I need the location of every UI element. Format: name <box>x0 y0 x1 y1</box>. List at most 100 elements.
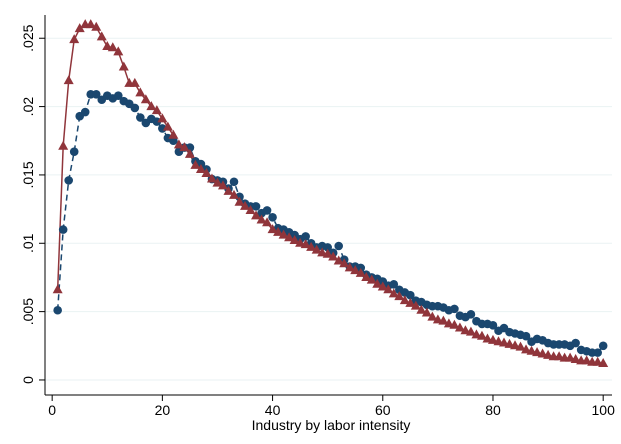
triangle-marker <box>146 101 157 111</box>
triangle-marker <box>157 113 168 123</box>
triangle-marker <box>179 142 190 152</box>
triangle-marker <box>410 300 421 310</box>
circle-marker <box>251 202 261 211</box>
circle-marker <box>598 341 608 351</box>
triangle-marker <box>206 173 217 183</box>
triangle-marker <box>102 40 113 50</box>
triangle-marker <box>372 278 383 288</box>
triangle-marker <box>476 330 487 340</box>
triangle-marker <box>195 163 206 173</box>
triangle-marker <box>339 258 350 268</box>
triangle-marker <box>487 334 498 344</box>
triangle-marker <box>151 105 162 115</box>
triangle-marker <box>311 244 322 254</box>
circle-marker <box>130 103 140 113</box>
triangle-marker <box>278 229 289 239</box>
y-tick-label: .01 <box>20 233 36 253</box>
triangle-marker <box>162 121 173 131</box>
circle-marker <box>450 304 459 314</box>
triangle-marker <box>394 291 405 301</box>
triangle-marker <box>201 168 212 178</box>
triangle-marker <box>135 87 146 97</box>
triangle-marker <box>333 255 344 265</box>
triangle-marker <box>306 241 317 251</box>
triangle-marker <box>240 200 251 210</box>
triangle-marker <box>256 214 267 224</box>
x-tick-label: 0 <box>48 402 56 418</box>
triangle-marker <box>432 314 443 324</box>
circle-marker <box>268 213 277 222</box>
triangle-marker <box>570 353 581 363</box>
circle-marker <box>301 232 310 241</box>
triangle-marker <box>284 232 295 242</box>
triangle-marker <box>140 94 151 104</box>
triangle-marker <box>515 341 526 351</box>
circle-marker <box>466 310 476 319</box>
triangle-marker <box>443 318 454 328</box>
triangle-marker <box>52 284 63 294</box>
circle-marker <box>158 124 167 133</box>
triangle-marker <box>217 180 228 190</box>
triangle-marker <box>322 248 333 258</box>
triangle-marker <box>532 347 543 357</box>
triangle-marker <box>355 267 366 277</box>
triangle-marker <box>526 345 537 355</box>
x-axis-title: Industry by labor intensity <box>252 417 411 433</box>
circle-marker <box>113 91 123 100</box>
triangle-marker <box>190 159 201 169</box>
triangle-marker <box>300 239 311 249</box>
y-tick-label: .025 <box>20 24 36 51</box>
triangle-marker <box>565 352 576 362</box>
triangle-marker <box>229 189 239 199</box>
y-tick-label: .005 <box>20 298 36 325</box>
triangle-marker <box>543 349 554 359</box>
triangle-marker <box>416 304 427 314</box>
triangle-marker <box>421 307 432 317</box>
triangle-marker <box>289 235 300 245</box>
triangle-marker <box>262 217 273 227</box>
triangle-marker <box>129 77 140 87</box>
triangle-marker <box>405 297 416 307</box>
triangle-marker <box>251 210 262 220</box>
triangle-marker <box>267 224 278 234</box>
x-tick-label: 80 <box>485 402 501 418</box>
triangle-marker <box>383 284 394 294</box>
triangle-marker <box>118 61 129 71</box>
triangle-marker <box>58 140 69 150</box>
triangle-marker <box>74 23 85 33</box>
triangle-marker <box>69 34 80 44</box>
triangle-marker <box>499 337 509 347</box>
circle-marker <box>64 176 73 185</box>
circle-marker <box>334 241 343 251</box>
triangle-marker <box>223 185 234 195</box>
triangle-marker <box>107 42 118 52</box>
x-tick-label: 40 <box>265 402 281 418</box>
x-tick-label: 60 <box>375 402 391 418</box>
triangle-marker <box>317 247 328 257</box>
triangle-marker <box>427 311 438 321</box>
triangle-marker <box>592 356 603 366</box>
circle-marker <box>136 113 145 122</box>
circle-marker <box>593 348 602 357</box>
circle-marker <box>571 338 580 348</box>
triangle-marker <box>173 139 184 149</box>
y-tick-label: 0 <box>20 376 36 384</box>
y-tick-label: .015 <box>20 161 36 188</box>
triangle-marker <box>581 355 592 365</box>
triangle-marker <box>449 319 460 329</box>
circle-marker <box>323 243 332 252</box>
circle-marker <box>406 290 415 300</box>
triangle-marker <box>554 351 565 361</box>
circle-marker <box>80 107 90 117</box>
triangle-marker <box>504 338 515 348</box>
y-tick-label: .02 <box>20 97 36 117</box>
triangle-marker <box>454 322 465 332</box>
triangle-marker <box>273 226 284 236</box>
triangle-marker <box>184 148 195 158</box>
triangle-marker <box>438 315 449 325</box>
triangle-marker <box>460 325 471 335</box>
x-tick-label: 20 <box>155 402 171 418</box>
triangle-marker <box>366 274 377 284</box>
